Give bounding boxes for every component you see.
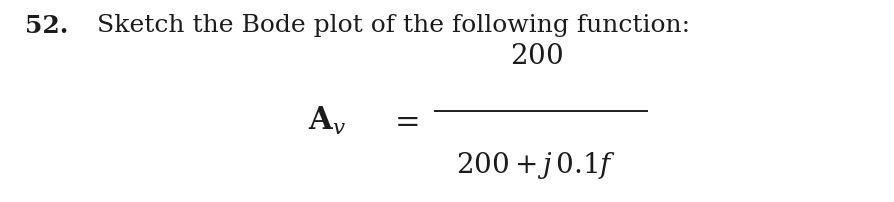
Text: $200$: $200$ <box>510 43 563 70</box>
Text: Sketch the Bode plot of the following function:: Sketch the Bode plot of the following fu… <box>97 14 689 37</box>
Text: $=$: $=$ <box>389 106 419 137</box>
Text: 52.: 52. <box>25 14 69 38</box>
Text: $200 + \mathit{j}\,0.1\mathit{f}$: $200 + \mathit{j}\,0.1\mathit{f}$ <box>456 150 617 181</box>
Text: $\mathbf{A}_{v}$: $\mathbf{A}_{v}$ <box>308 105 347 137</box>
